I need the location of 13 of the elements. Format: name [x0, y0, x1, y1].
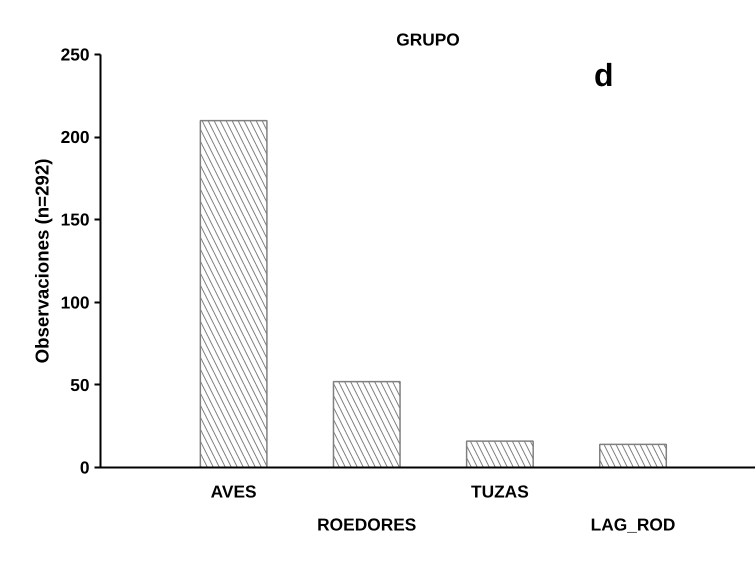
x-tick-label: TUZAS [471, 482, 529, 502]
x-tick-label: LAG_ROD [590, 514, 676, 534]
y-tick-label: 0 [80, 458, 90, 478]
y-tick-label: 50 [70, 374, 90, 395]
y-tick-label: 250 [60, 44, 90, 64]
y-tick-label: 200 [60, 127, 90, 148]
chart-title: GRUPO [396, 30, 460, 50]
y-axis-title: Observaciones (n=292) [32, 158, 53, 364]
y-tick-label: 150 [60, 210, 90, 230]
y-tick-label: 100 [60, 292, 90, 312]
x-tick-label: AVES [210, 482, 257, 502]
annotation: d [594, 57, 614, 94]
x-tick-label: ROEDORES [317, 514, 416, 534]
